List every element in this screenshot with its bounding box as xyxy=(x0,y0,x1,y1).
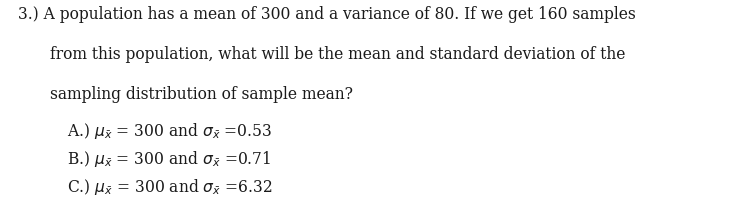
Text: C.) $\mu_{\bar{x}}$ = 300 and $\sigma_{\bar{x}}$ =6.32: C.) $\mu_{\bar{x}}$ = 300 and $\sigma_{\… xyxy=(67,176,272,196)
Text: from this population, what will be the mean and standard deviation of the: from this population, what will be the m… xyxy=(50,46,626,63)
Text: sampling distribution of sample mean?: sampling distribution of sample mean? xyxy=(50,86,353,103)
Text: A.) $\mu_{\bar{x}}$ = 300 and $\sigma_{\bar{x}}$ =0.53: A.) $\mu_{\bar{x}}$ = 300 and $\sigma_{\… xyxy=(67,120,272,140)
Text: 3.) A population has a mean of 300 and a variance of 80. If we get 160 samples: 3.) A population has a mean of 300 and a… xyxy=(18,6,636,23)
Text: B.) $\mu_{\bar{x}}$ = 300 and $\sigma_{\bar{x}}$ =0.71: B.) $\mu_{\bar{x}}$ = 300 and $\sigma_{\… xyxy=(67,148,271,168)
